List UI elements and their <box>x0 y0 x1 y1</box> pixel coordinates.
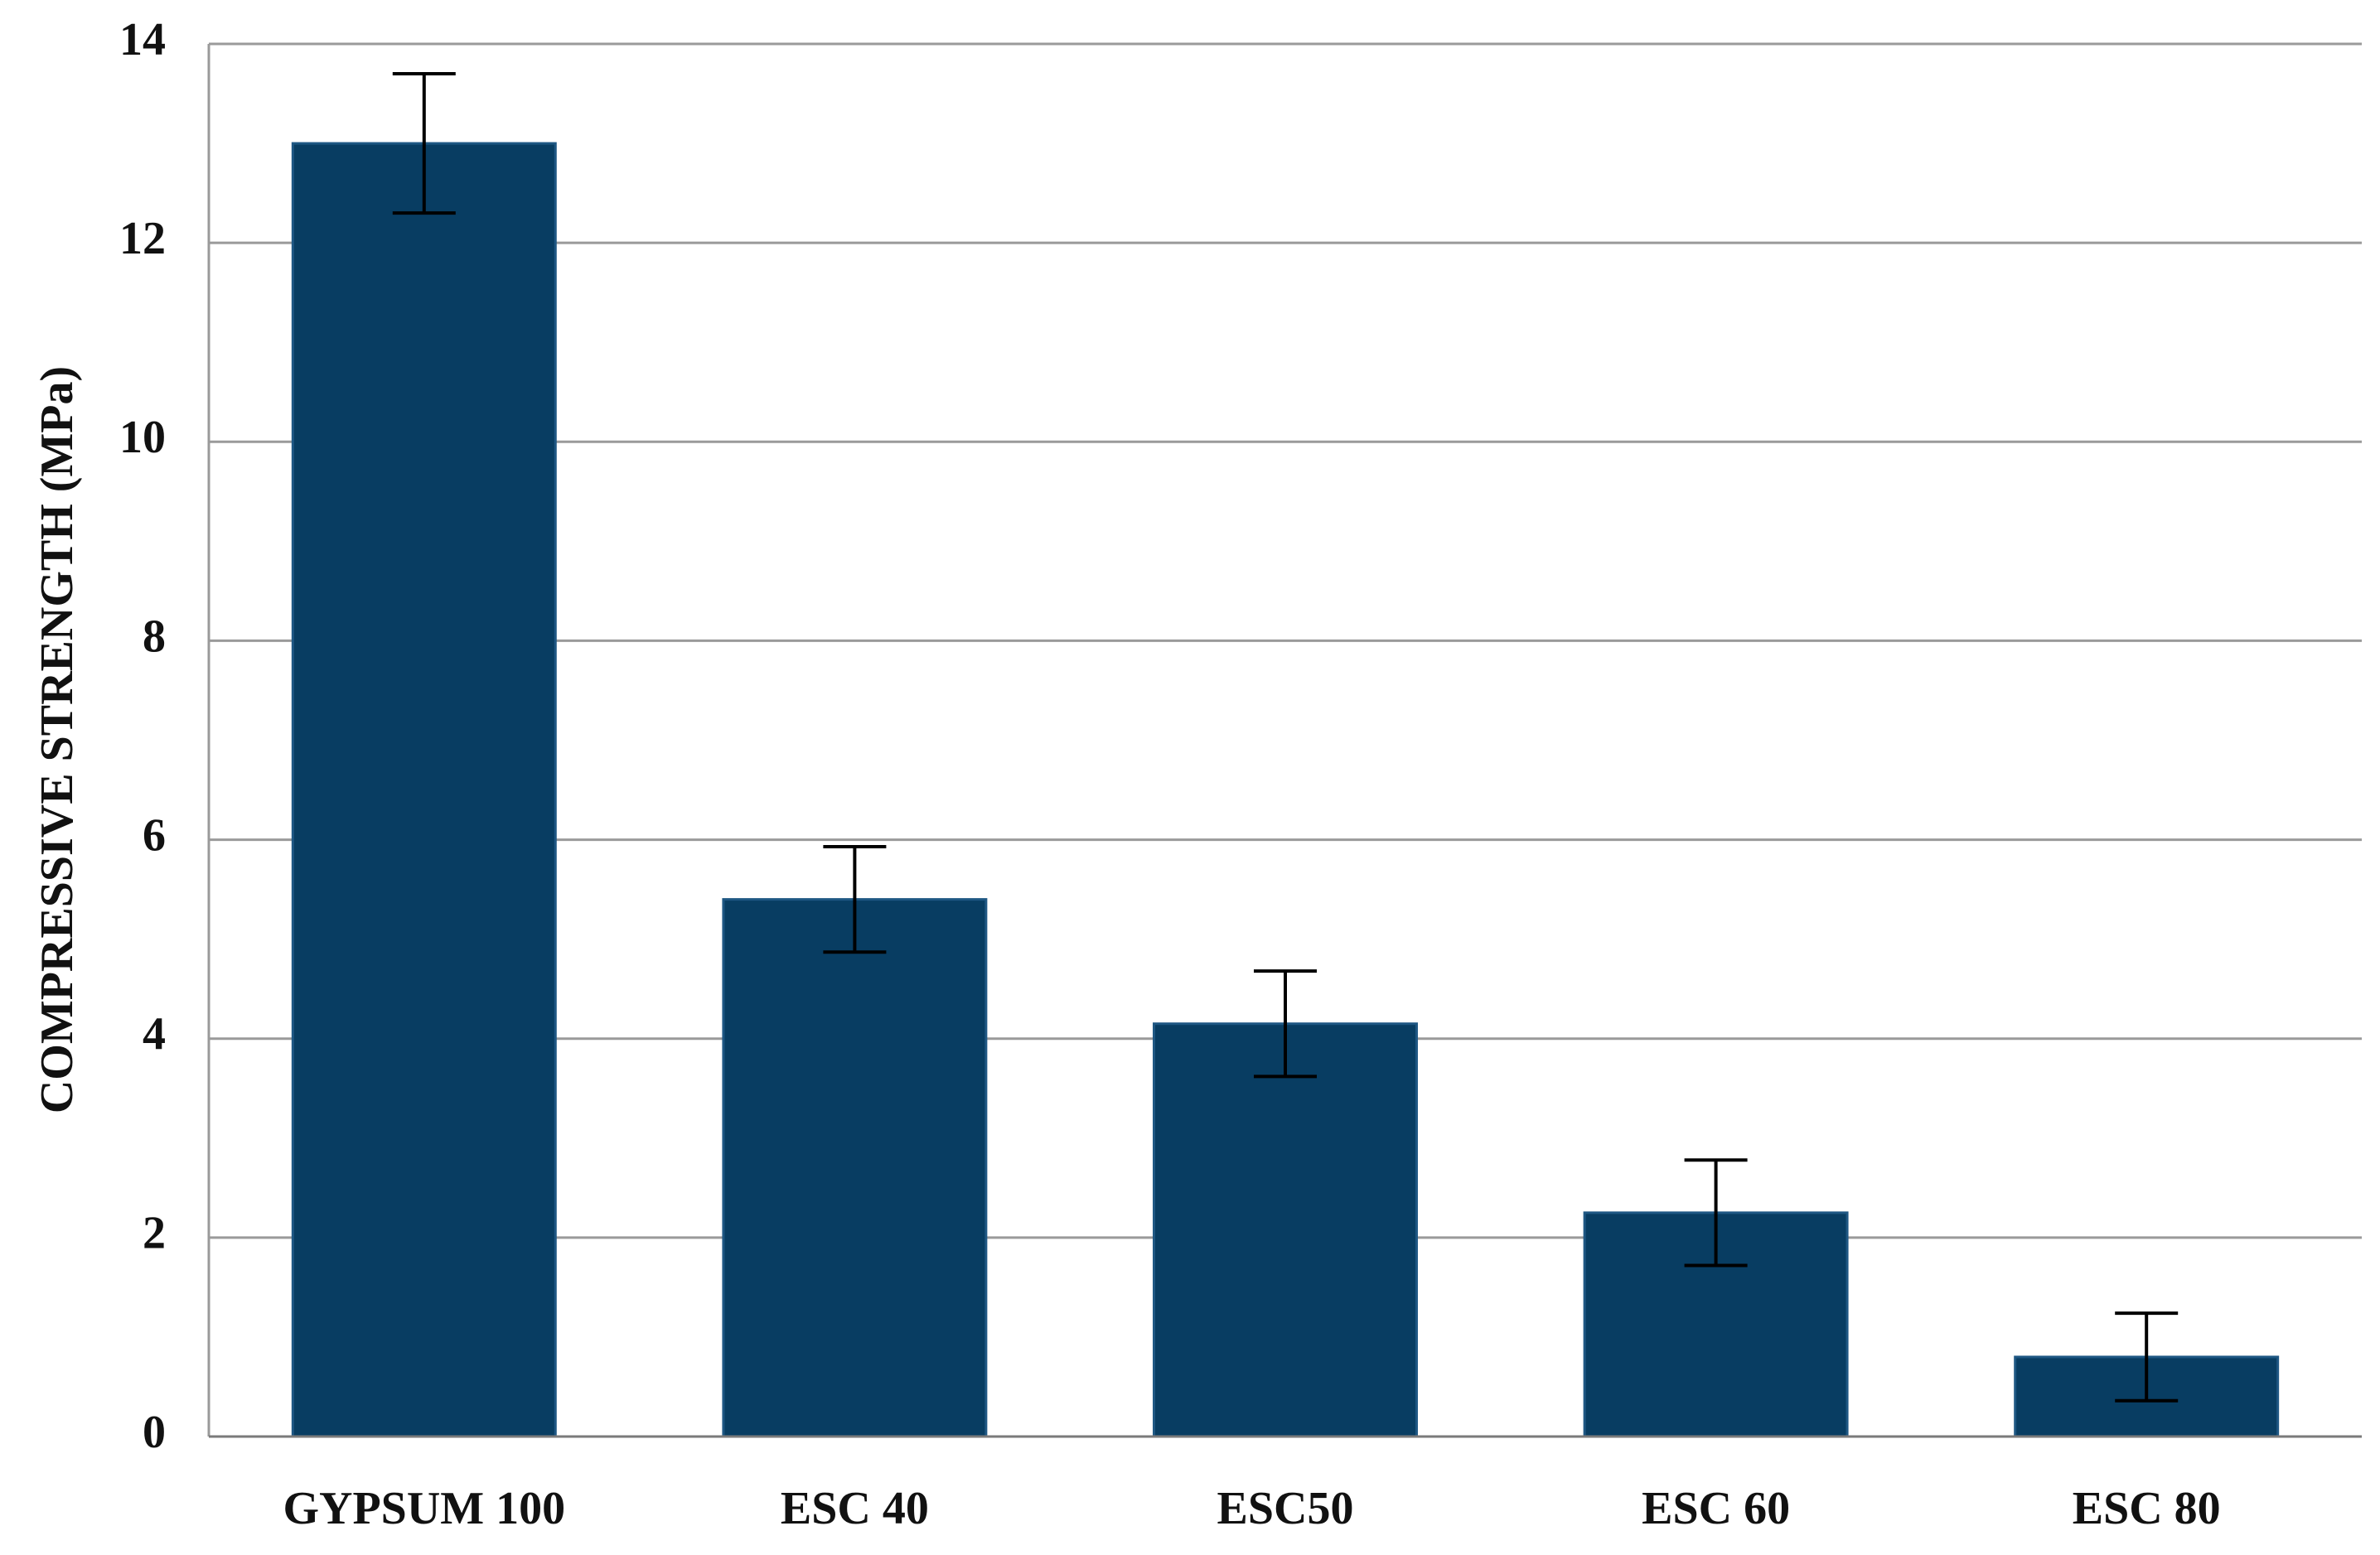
y-tick-label: 14 <box>119 14 166 65</box>
error-bar <box>1254 969 1317 1079</box>
y-tick-label: 12 <box>119 213 166 264</box>
y-tick-label: 0 <box>143 1407 166 1458</box>
y-tick-label: 2 <box>143 1208 166 1259</box>
error-bar <box>2115 1311 2179 1403</box>
x-tick-label: ESC 40 <box>781 1483 929 1534</box>
x-tick-label: ESC 80 <box>2073 1483 2221 1534</box>
bar <box>1153 1022 1418 1438</box>
error-bar <box>1684 1158 1748 1268</box>
y-tick-label: 4 <box>143 1009 166 1060</box>
x-tick-label: ESC 60 <box>1642 1483 1790 1534</box>
x-tick-label: GYPSUM 100 <box>283 1483 565 1534</box>
y-tick-label: 10 <box>119 412 166 463</box>
y-axis-label: COMPRESSIVE STRENGTH (MPa) <box>31 366 83 1113</box>
error-bar <box>823 844 887 954</box>
error-bar <box>392 72 456 215</box>
x-tick-label: ESC50 <box>1217 1483 1354 1534</box>
y-tick-label: 6 <box>143 809 166 861</box>
bar <box>291 142 557 1438</box>
y-tick-label: 8 <box>143 611 166 662</box>
bar <box>722 898 988 1438</box>
